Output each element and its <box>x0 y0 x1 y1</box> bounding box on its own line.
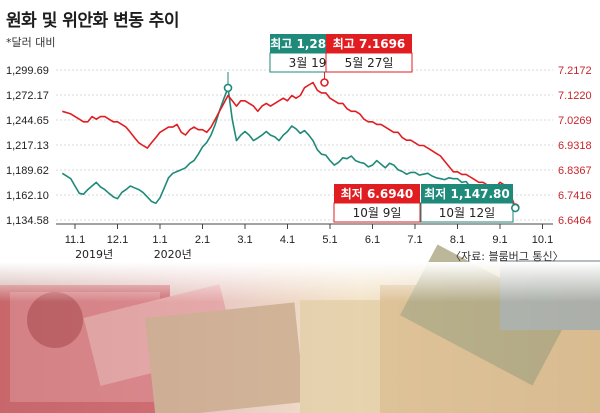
chart-title: 원화 및 위안화 변동 추이 <box>6 11 180 31</box>
annotation-header-box <box>421 184 513 203</box>
annotation-marker <box>510 203 520 213</box>
x-tick-label: 10.1 <box>532 234 553 246</box>
x-tick-label: 4.1 <box>280 234 295 246</box>
left-y-tick: 1,189.62 <box>6 165 49 177</box>
annotation-title: 최저 6.6940 <box>341 186 414 201</box>
x-tick-label: 8.1 <box>450 234 465 246</box>
annotation-body-box <box>420 202 514 223</box>
annotation-date: 10월 12일 <box>439 206 495 220</box>
left-y-tick: 1,134.58 <box>6 215 49 227</box>
x-tick-label: 9.1 <box>492 234 507 246</box>
right-y-tick: 6.9318 <box>558 140 592 152</box>
right-axis-ticks: 7.2172 7.1220 7.0269 6.9318 6.8367 6.7416 6.64… <box>558 65 592 227</box>
year-labels: 2019년 2020년 <box>75 248 192 261</box>
annotation-date: 10월 9일 <box>353 206 402 220</box>
x-tick-label: 2.1 <box>195 234 210 246</box>
unit-note: *달러 대비 <box>6 36 56 49</box>
x-tick-label: 7.1 <box>407 234 422 246</box>
series-line-cny <box>62 81 517 208</box>
right-y-tick: 7.2172 <box>558 65 592 77</box>
year-label: 2020년 <box>154 248 192 261</box>
left-y-tick: 1,217.13 <box>6 140 49 152</box>
annotation-header-box <box>326 34 412 53</box>
x-tick-label: 3.1 <box>237 234 252 246</box>
right-y-tick: 6.6464 <box>558 215 592 227</box>
left-axis-ticks: 1,299.69 1,272.17 1,244.65 1,217.13 1,189.62… <box>6 65 49 227</box>
annotation-body-box <box>325 52 413 73</box>
right-y-tick: 6.7416 <box>558 190 592 202</box>
annotation-header-box <box>334 184 420 203</box>
x-tick-label: 6.1 <box>365 234 380 246</box>
annotation-body-box <box>333 202 421 223</box>
annotation-date: 3월 19일 <box>289 56 338 70</box>
series-lines <box>61 81 517 209</box>
annotation-title: 최저 1,147.80 <box>424 186 509 201</box>
left-y-tick: 1,299.69 <box>6 65 49 77</box>
right-y-tick: 7.1220 <box>558 90 592 102</box>
annotation-marker <box>223 83 233 93</box>
left-y-tick: 1,244.65 <box>6 115 49 127</box>
left-y-tick: 1,272.17 <box>6 90 49 102</box>
x-tick-label: 1.1 <box>152 234 167 246</box>
series-line-krw <box>61 87 516 209</box>
year-label: 2019년 <box>75 248 113 261</box>
x-tick-label: 5.1 <box>322 234 337 246</box>
x-tick-label: 11.1 <box>65 234 86 246</box>
annotation-title: 최고 7.1696 <box>333 36 406 51</box>
annotation-marker <box>320 78 329 87</box>
left-y-tick: 1,162.10 <box>6 190 49 202</box>
annotation-date: 5월 27일 <box>345 56 394 70</box>
right-y-tick: 7.0269 <box>558 115 592 127</box>
x-tick-label: 12.1 <box>107 234 128 246</box>
source-note: 〈자료: 블룸버그 통신〉 <box>450 250 564 263</box>
x-axis-ticks: 11.1 12.1 1.1 2.1 3.1 4.1 5.1 6.1 7.1 8.1 9.1 10.1 <box>56 223 553 246</box>
banknote-background <box>0 244 600 413</box>
right-y-tick: 6.8367 <box>558 165 592 177</box>
